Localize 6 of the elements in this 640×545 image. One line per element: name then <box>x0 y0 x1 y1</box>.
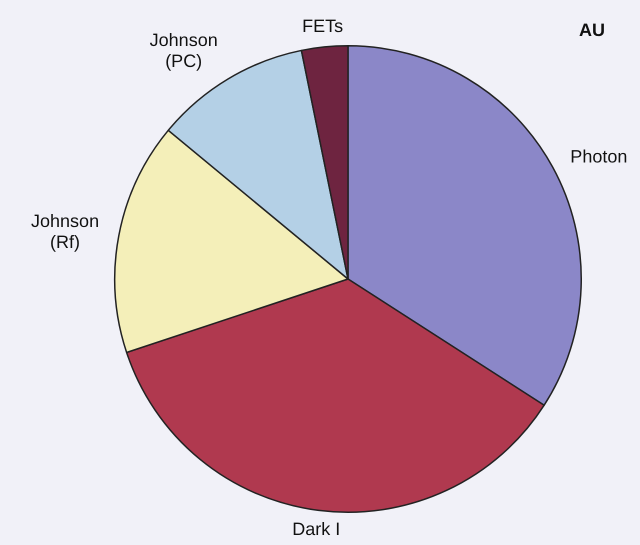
slice-label: Photon <box>570 146 628 167</box>
chart-title: AU <box>579 20 605 40</box>
slice-label: Johnson (PC) <box>150 30 218 71</box>
slice-label: Johnson (Rf) <box>31 210 100 252</box>
slice-label: Dark I <box>292 519 340 540</box>
slice-label: FETs <box>302 16 344 36</box>
